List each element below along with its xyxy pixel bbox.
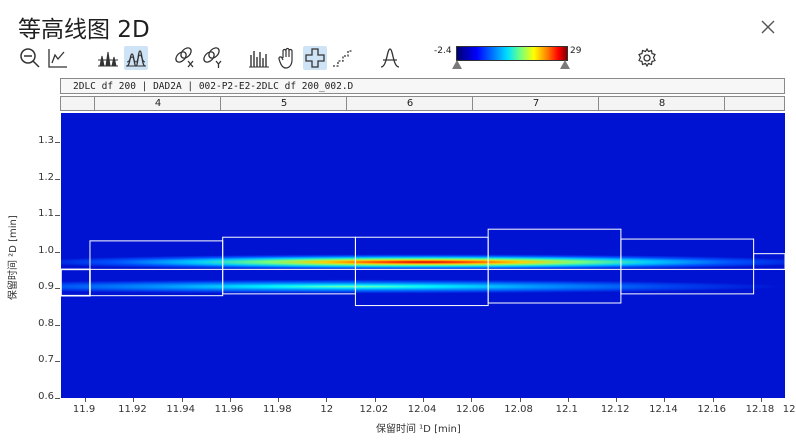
y-tick-label: 1.3 <box>38 135 54 147</box>
y-tick <box>55 398 60 399</box>
x-tick-label: 11.98 <box>262 404 292 415</box>
x-tick <box>760 398 762 402</box>
modulation-box <box>354 236 489 307</box>
x-tick-label: 12.14 <box>649 404 678 415</box>
x-tick <box>664 398 666 402</box>
x-tick <box>616 398 618 402</box>
x-tick <box>229 398 231 402</box>
peak-shape-icon[interactable] <box>378 46 402 70</box>
x-tick-label: 12 <box>320 404 334 415</box>
staircase-icon[interactable] <box>331 46 355 70</box>
colorbar-max-handle[interactable] <box>560 60 570 69</box>
title-bar: 等高线图 2D <box>0 0 796 44</box>
y-tick <box>55 361 60 363</box>
x-tick-label: 12.02 <box>359 404 389 415</box>
x-tick <box>712 398 714 402</box>
axis-chart-icon[interactable] <box>46 46 70 70</box>
y-tick-label: 1.2 <box>38 171 54 183</box>
y-tick-label: 0.7 <box>38 354 54 366</box>
x-tick-label: 12.18 <box>745 404 775 415</box>
colorbar-min-label: -2.4 <box>434 46 452 56</box>
y-tick <box>55 251 60 253</box>
colorbar-min-handle[interactable] <box>452 60 462 69</box>
modulation-cell: 4 <box>94 97 221 110</box>
y-tick-label: 0.8 <box>38 317 54 329</box>
zoom-out-icon[interactable] <box>18 46 42 70</box>
modulation-cell: 5 <box>220 97 347 110</box>
y-tick-label: 1.0 <box>38 244 54 256</box>
contour-plot-svg <box>61 228 785 307</box>
y-tick-label: 1.1 <box>38 208 54 220</box>
x-tick-label: 12.16 <box>697 404 726 415</box>
y-tick <box>55 215 60 217</box>
hand-icon[interactable] <box>275 46 299 70</box>
modulation-cell: 8 <box>598 97 725 110</box>
colorbar <box>456 46 568 61</box>
y-tick-label: 0.9 <box>38 281 54 293</box>
overlay-peaks-icon[interactable] <box>124 46 148 70</box>
x-tick-label: 12.12 <box>600 404 630 415</box>
x-tick <box>181 398 183 402</box>
y-axis-title: 保留时间 ²D [min] <box>8 215 19 300</box>
modulation-cell: 6 <box>346 97 473 110</box>
x-tick-label: 11.92 <box>118 404 147 415</box>
contour-plot-area[interactable] <box>61 113 785 398</box>
modulation-cell <box>724 97 785 110</box>
link-y-icon[interactable] <box>200 46 224 70</box>
x-tick-label: 12 <box>782 404 796 415</box>
modulation-cell: 7 <box>472 97 599 110</box>
peak-2 <box>61 279 785 294</box>
x-tick <box>423 398 424 402</box>
x-tick <box>374 398 376 402</box>
x-tick <box>326 398 328 402</box>
y-tick <box>55 324 60 326</box>
x-tick <box>133 398 135 402</box>
x-tick-label: 11.9 <box>72 404 96 415</box>
y-tick <box>55 142 60 144</box>
x-tick <box>567 398 569 402</box>
colorbar-max-label: 29 <box>570 46 582 56</box>
settings-gear-icon[interactable] <box>635 46 659 70</box>
peak-1 <box>61 254 785 270</box>
x-axis-title: 保留时间 ¹D [min] <box>376 424 461 435</box>
plot-header: 2DLC df 200 | DAD2A | 002-P2-E2-2DLC df … <box>60 78 785 94</box>
stacked-peaks-icon[interactable] <box>96 46 120 70</box>
x-tick <box>519 398 521 402</box>
x-tick-label: 11.96 <box>214 404 244 415</box>
x-tick-label: 12.08 <box>504 404 533 415</box>
y-tick <box>55 178 60 180</box>
toolbar <box>0 42 796 74</box>
modulation-bar: 4 5 6 7 8 <box>60 96 785 111</box>
x-tick-label: 12.06 <box>456 404 485 415</box>
x-tick <box>471 398 473 402</box>
y-tick-label: 0.6 <box>38 391 54 402</box>
window-title: 等高线图 2D <box>18 17 150 43</box>
x-tick <box>278 398 280 402</box>
y-tick <box>55 288 60 290</box>
close-icon[interactable] <box>758 17 778 37</box>
x-tick <box>85 398 87 402</box>
spectrum-icon[interactable] <box>247 46 271 70</box>
x-tick-label: 12.1 <box>555 404 578 415</box>
x-tick-label: 11.94 <box>166 404 196 415</box>
link-x-icon[interactable] <box>172 46 196 70</box>
x-tick-label: 12.04 <box>407 404 437 415</box>
crosshair-icon[interactable] <box>303 46 327 70</box>
